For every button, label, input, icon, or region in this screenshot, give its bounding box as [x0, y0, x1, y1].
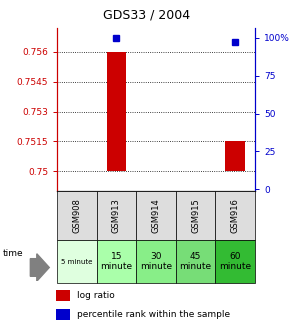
- Text: 45
minute: 45 minute: [180, 252, 212, 271]
- FancyArrow shape: [30, 254, 49, 281]
- Text: GSM908: GSM908: [72, 198, 81, 233]
- Text: GSM913: GSM913: [112, 198, 121, 233]
- Text: GSM914: GSM914: [151, 198, 161, 233]
- Text: GSM915: GSM915: [191, 198, 200, 233]
- Text: 15
minute: 15 minute: [100, 252, 132, 271]
- Text: 60
minute: 60 minute: [219, 252, 251, 271]
- Bar: [225, 142, 245, 171]
- Text: 30
minute: 30 minute: [140, 252, 172, 271]
- Text: percentile rank within the sample: percentile rank within the sample: [77, 310, 230, 319]
- Text: log ratio: log ratio: [77, 291, 115, 300]
- Bar: [56, 290, 70, 301]
- Text: 5 minute: 5 minute: [61, 259, 93, 265]
- Text: GSM916: GSM916: [231, 198, 240, 233]
- Bar: [56, 309, 70, 320]
- Text: GDS33 / 2004: GDS33 / 2004: [103, 8, 190, 21]
- Bar: [107, 52, 126, 171]
- Text: time: time: [3, 249, 23, 258]
